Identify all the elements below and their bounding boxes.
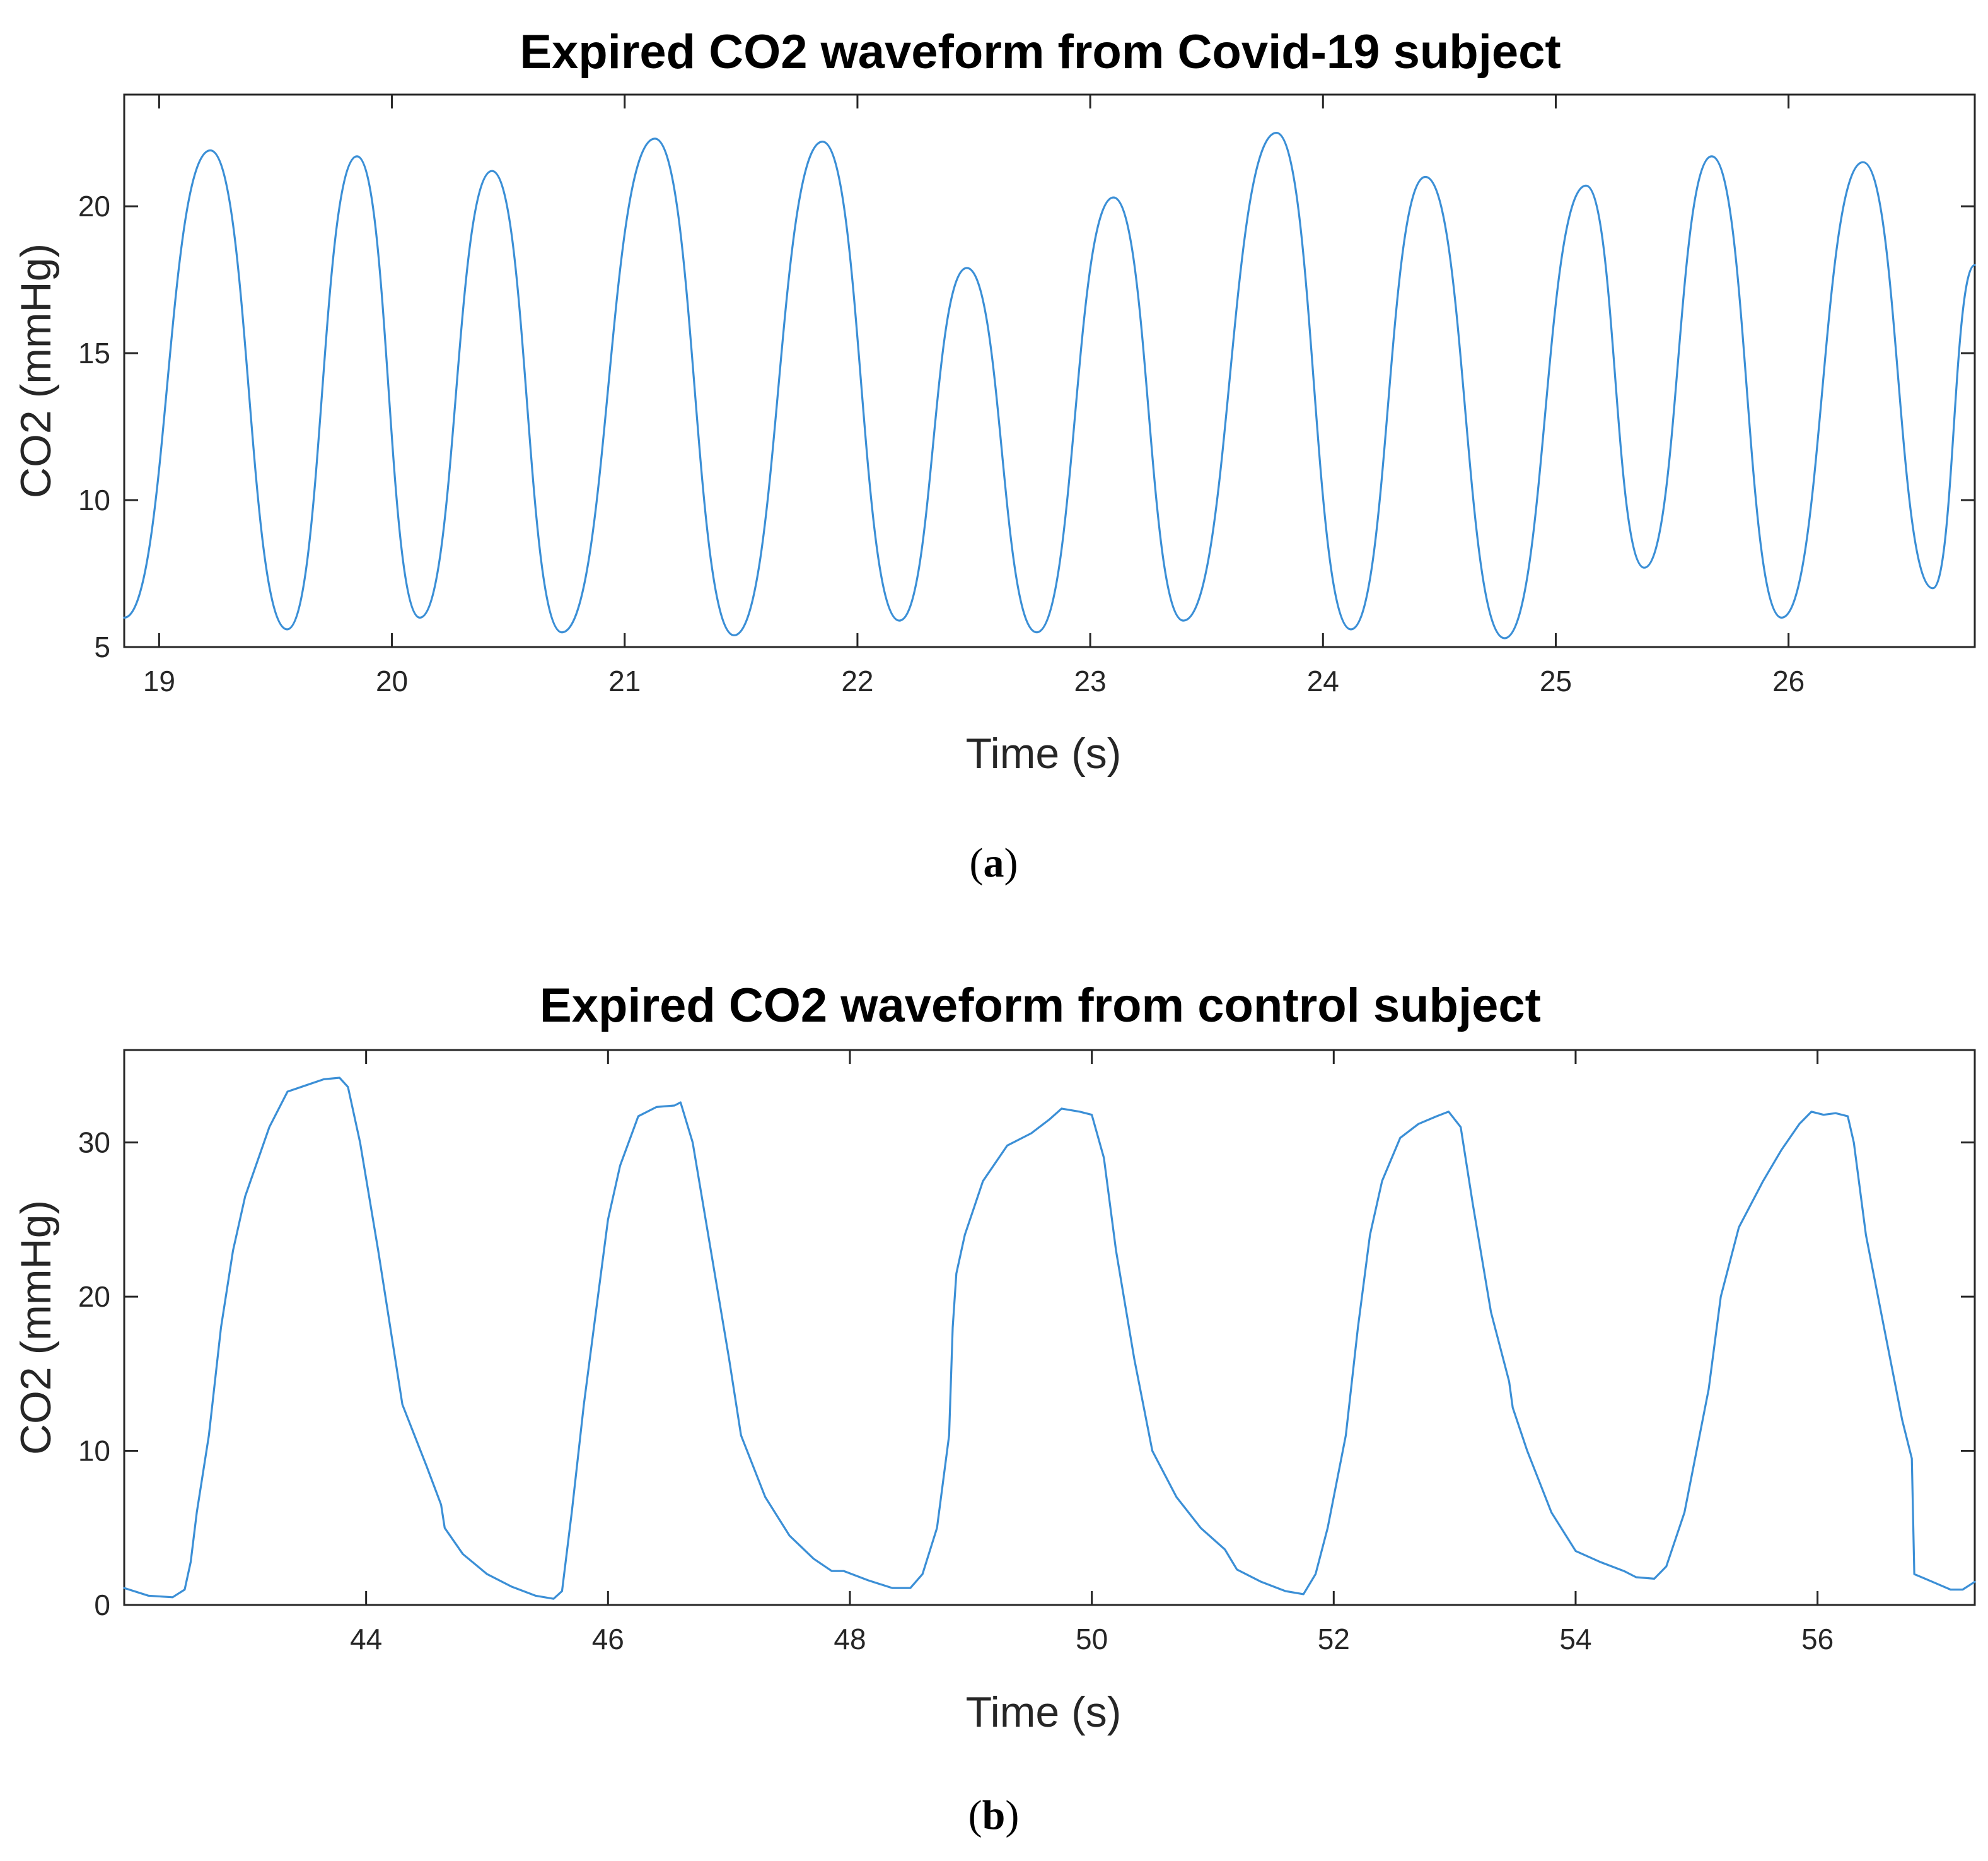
x-tick-label: 25 (1540, 665, 1572, 697)
chart-panel-b: Expired CO2 waveform from control subjec… (12, 979, 1976, 1838)
axis-ticks (124, 1050, 1975, 1606)
y-tick-labels: 0 10 20 30 (78, 1126, 110, 1621)
x-tick-label: 44 (350, 1623, 382, 1655)
x-tick-label: 20 (376, 665, 408, 697)
plot-area (123, 1049, 1976, 1606)
x-tick-label: 24 (1307, 665, 1339, 697)
x-tick-label: 21 (608, 665, 641, 697)
y-tick-label: 0 (94, 1589, 110, 1621)
y-tick-label: 30 (78, 1126, 110, 1159)
x-tick-labels: 19 20 21 22 23 24 25 26 (143, 665, 1805, 697)
panel-letter: a (984, 840, 1004, 886)
x-tick-labels: 44 46 48 50 52 54 56 (350, 1623, 1834, 1655)
chart-panel-a: Expired CO2 waveform from Covid-19 subje… (12, 25, 1976, 886)
x-tick-label: 46 (592, 1623, 624, 1655)
x-tick-label: 54 (1559, 1623, 1591, 1655)
y-axis-label: CO2 (mmHg) (12, 1200, 60, 1455)
y-tick-labels: 5 10 15 20 (78, 190, 110, 663)
y-tick-label: 20 (78, 1280, 110, 1313)
chart-title: Expired CO2 waveform from control subjec… (540, 979, 1541, 1032)
x-tick-label: 23 (1074, 665, 1107, 697)
co2-series-line (123, 132, 1976, 639)
x-tick-label: 48 (834, 1623, 866, 1655)
x-tick-label: 50 (1076, 1623, 1108, 1655)
x-tick-label: 52 (1318, 1623, 1350, 1655)
x-tick-label: 26 (1772, 665, 1805, 697)
y-axis-label: CO2 (mmHg) (12, 243, 60, 498)
y-tick-label: 15 (78, 337, 110, 370)
co2-series-line (123, 1076, 1976, 1600)
x-tick-label: 22 (841, 665, 873, 697)
y-tick-label: 20 (78, 190, 110, 223)
x-tick-label: 19 (143, 665, 175, 697)
axis-ticks (124, 95, 1975, 648)
panel-letter: b (982, 1792, 1006, 1838)
plot-area (123, 93, 1976, 648)
y-tick-label: 10 (78, 484, 110, 516)
x-tick-label: 56 (1801, 1623, 1834, 1655)
y-tick-label: 10 (78, 1435, 110, 1467)
panel-caption: (b) (968, 1792, 1020, 1838)
x-axis-label: Time (s) (966, 1688, 1122, 1736)
panel-caption: (a) (970, 840, 1018, 886)
chart-title: Expired CO2 waveform from Covid-19 subje… (520, 25, 1561, 79)
y-tick-label: 5 (94, 631, 110, 663)
x-axis-label: Time (s) (966, 730, 1122, 778)
